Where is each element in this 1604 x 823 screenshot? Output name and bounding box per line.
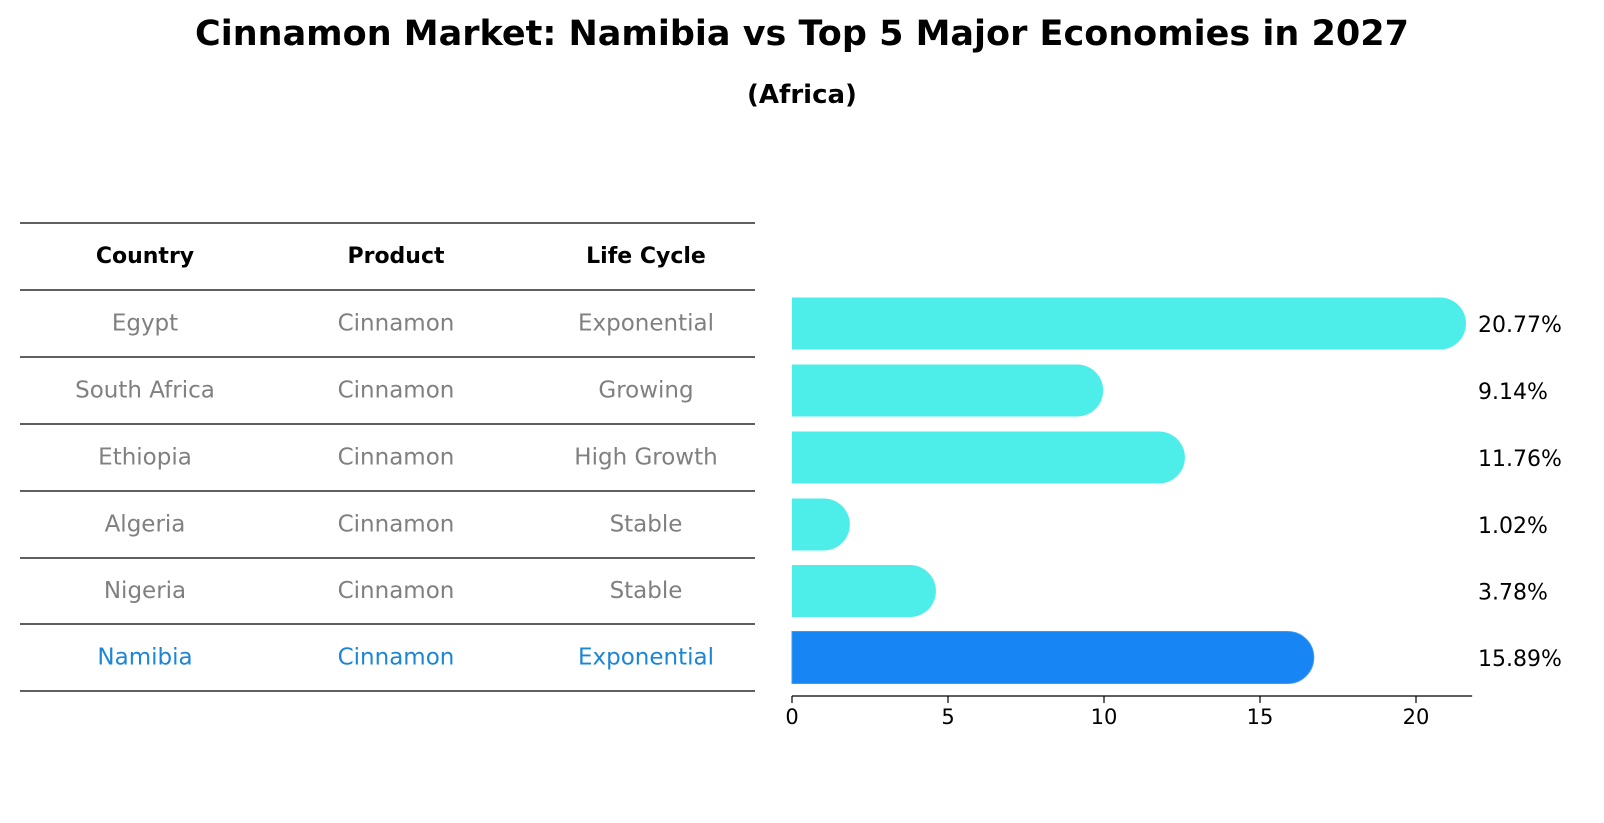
x-tick-label: 10 xyxy=(1091,705,1118,729)
table-cell-product: Cinnamon xyxy=(338,378,455,404)
table-cell-life-cycle: Exponential xyxy=(578,311,714,337)
x-tick-label: 15 xyxy=(1247,705,1274,729)
table-cell-country: Nigeria xyxy=(104,578,186,604)
table-cell-product: Cinnamon xyxy=(338,512,455,538)
data-label: 9.14% xyxy=(1478,380,1548,405)
table-cell-product: Cinnamon xyxy=(338,645,455,671)
bar-ethiopia xyxy=(792,431,1185,484)
x-tick-label: 20 xyxy=(1403,705,1430,729)
table-cell-country: Egypt xyxy=(112,311,178,337)
table-cell-life-cycle: Growing xyxy=(598,378,693,404)
table-cell-country: Namibia xyxy=(97,645,192,671)
data-label: 20.77% xyxy=(1478,313,1562,338)
table-cell-country: South Africa xyxy=(75,378,215,404)
bar-algeria xyxy=(792,498,850,551)
bar-south-africa xyxy=(792,364,1104,417)
x-axis: 0 5 10 15 20 xyxy=(785,695,1473,729)
table-header: Life Cycle xyxy=(586,244,706,269)
data-label: 11.76% xyxy=(1478,447,1562,472)
table-header: Product xyxy=(347,244,445,269)
x-tick-label: 0 xyxy=(785,705,798,729)
table-cell-product: Cinnamon xyxy=(338,578,455,604)
data-label: 1.02% xyxy=(1478,514,1548,539)
chart-title: Cinnamon Market: Namibia vs Top 5 Major … xyxy=(195,14,1409,54)
chart-subtitle: (Africa) xyxy=(747,80,857,110)
table-header: Country xyxy=(96,244,194,269)
table-cell-country: Ethiopia xyxy=(98,445,192,471)
bar-namibia xyxy=(791,631,1315,684)
table-cell-country: Algeria xyxy=(105,512,186,538)
table-cell-life-cycle: Stable xyxy=(610,512,683,538)
table-cell-life-cycle: High Growth xyxy=(574,445,717,471)
table-cell-product: Cinnamon xyxy=(338,311,455,337)
table-cell-life-cycle: Stable xyxy=(610,578,683,604)
data-table: Country Product Life Cycle Egypt Cinnamon Exp… xyxy=(20,222,755,692)
bar-nigeria xyxy=(792,565,936,617)
table-cell-product: Cinnamon xyxy=(338,445,455,471)
bar-egypt xyxy=(792,297,1467,350)
data-label: 15.89% xyxy=(1478,647,1562,672)
table-cell-life-cycle: Exponential xyxy=(578,645,714,671)
data-label: 3.78% xyxy=(1478,581,1548,606)
bar-plot: 20.77% 9.14% 11.76% 1.02% 3.78% 15.89% xyxy=(791,297,1562,684)
x-tick-label: 5 xyxy=(941,705,954,729)
